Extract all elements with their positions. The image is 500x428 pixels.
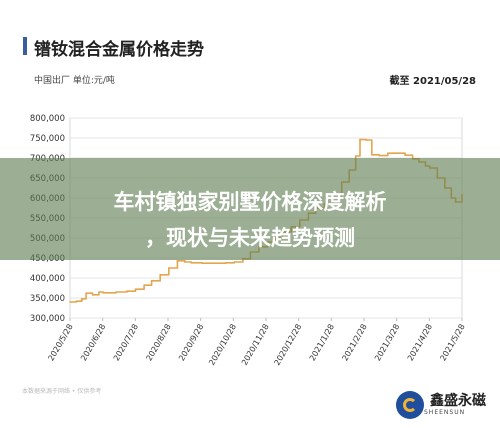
y-tick-label: 750,000 bbox=[30, 134, 65, 144]
price-data-point bbox=[395, 152, 398, 154]
data-source-note: 本数据来源于网络 • 仅供参考 bbox=[22, 388, 102, 395]
x-tick-label: 2020/10/28 bbox=[207, 323, 238, 367]
price-data-point bbox=[387, 152, 389, 154]
brand-logo-group: 鑫盛永磁 SHEENSUN bbox=[396, 391, 486, 419]
price-data-point bbox=[168, 267, 170, 269]
y-tick-label: 300,000 bbox=[30, 314, 65, 324]
price-data-point bbox=[75, 300, 78, 303]
brand-logo-icon bbox=[396, 391, 424, 419]
x-tick-label: 2020/8/28 bbox=[144, 323, 172, 363]
title-accent-bar bbox=[23, 37, 27, 55]
chart-title: 镨钕混合金属价格走势 bbox=[34, 40, 204, 60]
price-data-point bbox=[190, 262, 193, 264]
price-data-point bbox=[233, 261, 236, 263]
x-tick-label: 2020/7/28 bbox=[112, 323, 140, 363]
x-tick-label: 2021/1/28 bbox=[308, 323, 336, 363]
price-data-point bbox=[81, 298, 83, 300]
price-data-point bbox=[85, 292, 87, 295]
chart-subtitle: 中国出厂 单位:元/吨 bbox=[34, 76, 115, 86]
price-data-point bbox=[404, 154, 406, 156]
price-data-point bbox=[126, 290, 128, 293]
y-tick-label: 400,000 bbox=[30, 274, 65, 284]
y-tick-label: 800,000 bbox=[30, 114, 65, 124]
price-data-point bbox=[69, 301, 71, 303]
x-tick-label: 2020/6/28 bbox=[79, 323, 107, 363]
price-data-point bbox=[370, 154, 373, 156]
overlay-headline-line2: ，现状与未来趋势预测 bbox=[145, 226, 355, 250]
price-data-point bbox=[115, 291, 117, 293]
x-tick-label: 2020/5/28 bbox=[46, 323, 74, 363]
x-tick-label: 2020/11/28 bbox=[240, 323, 271, 367]
price-data-point bbox=[201, 262, 203, 265]
overlay-banner bbox=[0, 158, 500, 260]
price-data-point bbox=[91, 294, 94, 296]
x-tick-label: 2021/4/28 bbox=[406, 323, 434, 363]
y-tick-label: 350,000 bbox=[30, 294, 65, 304]
price-data-point bbox=[365, 139, 368, 141]
price-data-point bbox=[354, 155, 357, 157]
price-data-point bbox=[359, 138, 361, 141]
price-data-point bbox=[224, 262, 227, 264]
x-tick-label: 2020/12/28 bbox=[273, 323, 304, 367]
price-data-point bbox=[214, 262, 216, 265]
price-data-point bbox=[159, 274, 162, 276]
price-data-point bbox=[98, 291, 100, 293]
brand-name: 鑫盛永磁 bbox=[430, 393, 486, 409]
as-of-date: 截至 2021/05/28 bbox=[389, 76, 476, 87]
price-data-point bbox=[176, 260, 179, 262]
x-tick-label: 2021/2/28 bbox=[340, 323, 368, 363]
overlay-headline-line1: 车村镇独家别墅价格深度解析 bbox=[113, 190, 387, 214]
price-data-point bbox=[378, 154, 381, 157]
x-tick-label: 2020/9/28 bbox=[177, 323, 205, 363]
x-tick-label: 2021/3/28 bbox=[373, 323, 401, 363]
price-data-point bbox=[184, 261, 186, 263]
price-data-point bbox=[102, 292, 105, 294]
x-tick-label: 2021/5/28 bbox=[438, 323, 466, 363]
price-data-point bbox=[134, 288, 137, 291]
price-data-point bbox=[150, 280, 153, 282]
price-data-point bbox=[143, 284, 145, 287]
brand-name-en: SHEENSUN bbox=[424, 409, 466, 416]
